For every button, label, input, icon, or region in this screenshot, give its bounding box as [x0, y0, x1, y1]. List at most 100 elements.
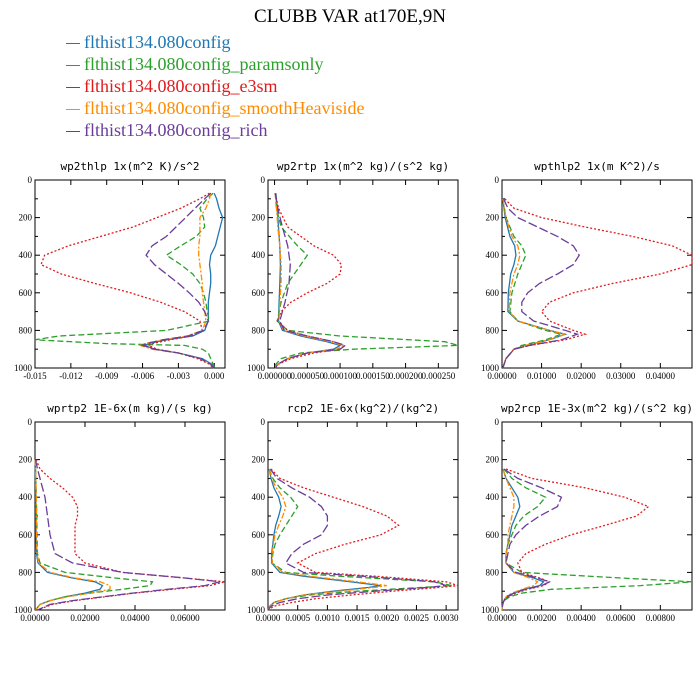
y-tick-label: 600	[486, 288, 500, 298]
series-line	[267, 468, 387, 611]
x-tick-label: 0.000000	[258, 371, 292, 381]
legend-item: flthist134.080config_smoothHeaviside	[66, 97, 364, 119]
y-tick-label: 800	[252, 567, 266, 577]
legend-item: flthist134.080config_rich	[66, 119, 364, 141]
y-tick-label: 600	[19, 530, 33, 540]
y-tick-label: 400	[19, 250, 33, 260]
x-tick-label: 0.02000	[70, 613, 100, 623]
y-tick-label: 800	[486, 325, 500, 335]
x-tick-label: 0.000250	[421, 371, 455, 381]
x-tick-label: 0.00600	[606, 613, 636, 623]
series-line	[34, 459, 104, 611]
series-line	[501, 468, 650, 611]
x-tick-label: 0.0000	[256, 613, 281, 623]
y-tick-label: 0	[495, 175, 500, 185]
series-line	[35, 459, 226, 611]
figure-title: CLUBB VAR at170E,9N	[254, 6, 446, 27]
legend-item: flthist134.080config_paramsonly	[66, 53, 364, 75]
panel-title: wp2rtp 1x(m^2 kg)/(s^2 kg)	[277, 160, 449, 173]
y-tick-label: 0	[261, 175, 266, 185]
legend-swatch	[66, 131, 80, 133]
x-tick-label: 0.00000	[487, 613, 517, 623]
x-tick-label: 0.00000	[20, 613, 50, 623]
plot-frame	[34, 179, 226, 369]
legend-label: flthist134.080config	[84, 32, 231, 52]
legend-swatch	[66, 87, 80, 89]
y-tick-label: 800	[19, 325, 33, 335]
series-line	[267, 468, 459, 611]
legend-label: flthist134.080config_smoothHeaviside	[84, 98, 365, 118]
y-tick-label: 600	[252, 288, 266, 298]
y-tick-label: 0	[495, 417, 500, 427]
x-tick-label: 0.0030	[434, 613, 459, 623]
x-tick-label: 0.0025	[404, 613, 429, 623]
y-tick-label: 400	[19, 492, 33, 502]
y-tick-label: 200	[486, 455, 500, 465]
legend-swatch	[66, 65, 80, 67]
panel-title: rcp2 1E-6x(kg^2)/(kg^2)	[287, 402, 439, 415]
legend-swatch	[66, 43, 80, 45]
y-tick-label: 200	[486, 213, 500, 223]
x-tick-label: 0.00200	[527, 613, 557, 623]
x-tick-label: 0.03000	[606, 371, 636, 381]
plot-frame	[34, 421, 226, 611]
series-line	[274, 193, 345, 369]
series-line	[34, 459, 111, 611]
x-tick-label: 0.00800	[646, 613, 676, 623]
x-tick-label: 0.0020	[374, 613, 399, 623]
y-tick-label: 600	[486, 530, 500, 540]
series-line	[267, 468, 447, 611]
legend-item: flthist134.080config	[66, 31, 364, 53]
panel-title: wpthlp2 1x(m K^2)/s	[534, 160, 660, 173]
x-tick-label: -0.006	[131, 371, 155, 381]
x-tick-label: 0.000100	[323, 371, 357, 381]
series-line	[138, 193, 215, 369]
y-tick-label: 400	[252, 250, 266, 260]
y-tick-label: 1000	[14, 363, 33, 373]
y-tick-label: 800	[19, 567, 33, 577]
legend-label: flthist134.080config_e3sm	[84, 76, 278, 96]
series-line	[502, 198, 693, 369]
panel-title: wprtp2 1E-6x(m kg)/(s kg)	[47, 402, 213, 415]
plot-frame	[501, 179, 693, 369]
x-tick-label: -0.003	[167, 371, 191, 381]
x-tick-label: 0.00000	[487, 371, 517, 381]
x-tick-label: 0.01000	[527, 371, 557, 381]
y-tick-label: 0	[28, 417, 33, 427]
legend-label: flthist134.080config_rich	[84, 120, 268, 140]
y-tick-label: 400	[252, 492, 266, 502]
y-tick-label: 200	[19, 213, 33, 223]
y-tick-label: 0	[28, 175, 33, 185]
y-tick-label: 200	[19, 455, 33, 465]
legend-swatch	[66, 109, 80, 111]
y-tick-label: 1000	[14, 605, 33, 615]
series-line	[501, 468, 563, 611]
series-line	[34, 459, 221, 611]
series-line	[34, 459, 154, 611]
series-line	[274, 193, 347, 369]
series-line	[140, 192, 215, 369]
x-tick-label: 0.000050	[290, 371, 324, 381]
y-tick-label: 1000	[247, 605, 266, 615]
y-tick-label: 600	[19, 288, 33, 298]
x-tick-label: 0.00400	[567, 613, 597, 623]
panel-title: wp2rcp 1E-3x(m^2 kg)/(s^2 kg)	[501, 402, 693, 415]
y-tick-label: 800	[486, 567, 500, 577]
y-tick-label: 200	[252, 455, 266, 465]
x-tick-label: 0.0015	[345, 613, 370, 623]
plot-frame	[501, 421, 693, 611]
y-tick-label: 1000	[247, 363, 266, 373]
x-tick-label: -0.012	[59, 371, 82, 381]
x-tick-label: 0.06000	[170, 613, 200, 623]
x-tick-label: -0.009	[95, 371, 119, 381]
x-tick-label: 0.0005	[285, 613, 310, 623]
x-tick-label: 0.000150	[356, 371, 390, 381]
legend: flthist134.080config flthist134.080confi…	[66, 31, 364, 141]
series-line	[273, 193, 459, 369]
x-tick-label: 0.04000	[120, 613, 150, 623]
y-tick-label: 400	[486, 250, 500, 260]
y-tick-label: 800	[252, 325, 266, 335]
panel-title: wp2thlp 1x(m^2 K)/s^2	[60, 160, 199, 173]
plot-frame	[267, 179, 459, 369]
